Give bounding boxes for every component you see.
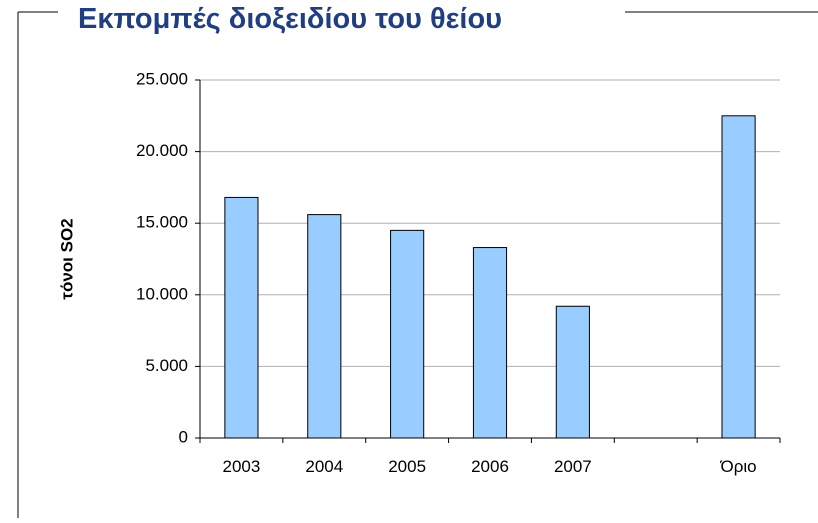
bar	[472, 247, 508, 439]
y-tick-label: 0	[179, 427, 188, 446]
x-tick-label: 2006	[471, 457, 509, 476]
bar	[390, 229, 425, 439]
y-tick-label: 25.000	[136, 69, 188, 88]
chart-title: Εκπομπές διοξειδίου του θείου	[78, 3, 502, 35]
y-axis-label: τόνοι SO2	[57, 218, 76, 299]
y-tick-label: 5.000	[145, 356, 188, 375]
bar	[721, 115, 756, 439]
x-tick-label: 2004	[305, 457, 343, 476]
y-tick-label: 10.000	[136, 284, 188, 303]
bar	[307, 214, 342, 439]
bar	[224, 196, 259, 439]
y-tick-label: 15.000	[136, 213, 188, 232]
y-tick-label: 20.000	[136, 141, 188, 160]
x-tick-label: 2007	[554, 457, 592, 476]
bar	[555, 305, 590, 439]
x-tick-label: 2003	[223, 457, 261, 476]
x-tick-label: 2005	[388, 457, 426, 476]
x-tick-label: Όριο	[720, 457, 757, 476]
